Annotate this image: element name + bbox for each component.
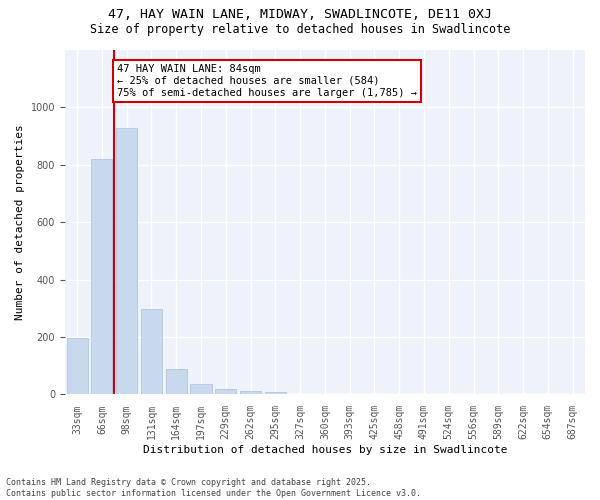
Bar — [67, 338, 88, 394]
Text: Contains HM Land Registry data © Crown copyright and database right 2025.
Contai: Contains HM Land Registry data © Crown c… — [6, 478, 421, 498]
Bar — [166, 369, 187, 394]
Text: 47, HAY WAIN LANE, MIDWAY, SWADLINCOTE, DE11 0XJ: 47, HAY WAIN LANE, MIDWAY, SWADLINCOTE, … — [108, 8, 492, 20]
Text: 47 HAY WAIN LANE: 84sqm
← 25% of detached houses are smaller (584)
75% of semi-d: 47 HAY WAIN LANE: 84sqm ← 25% of detache… — [117, 64, 417, 98]
Bar — [141, 309, 162, 394]
Y-axis label: Number of detached properties: Number of detached properties — [15, 124, 25, 320]
Text: Size of property relative to detached houses in Swadlincote: Size of property relative to detached ho… — [90, 22, 510, 36]
Bar — [190, 384, 212, 394]
Bar — [265, 392, 286, 394]
Bar — [116, 128, 137, 394]
X-axis label: Distribution of detached houses by size in Swadlincote: Distribution of detached houses by size … — [143, 445, 507, 455]
Bar — [240, 391, 261, 394]
Bar — [215, 388, 236, 394]
Bar — [91, 159, 112, 394]
